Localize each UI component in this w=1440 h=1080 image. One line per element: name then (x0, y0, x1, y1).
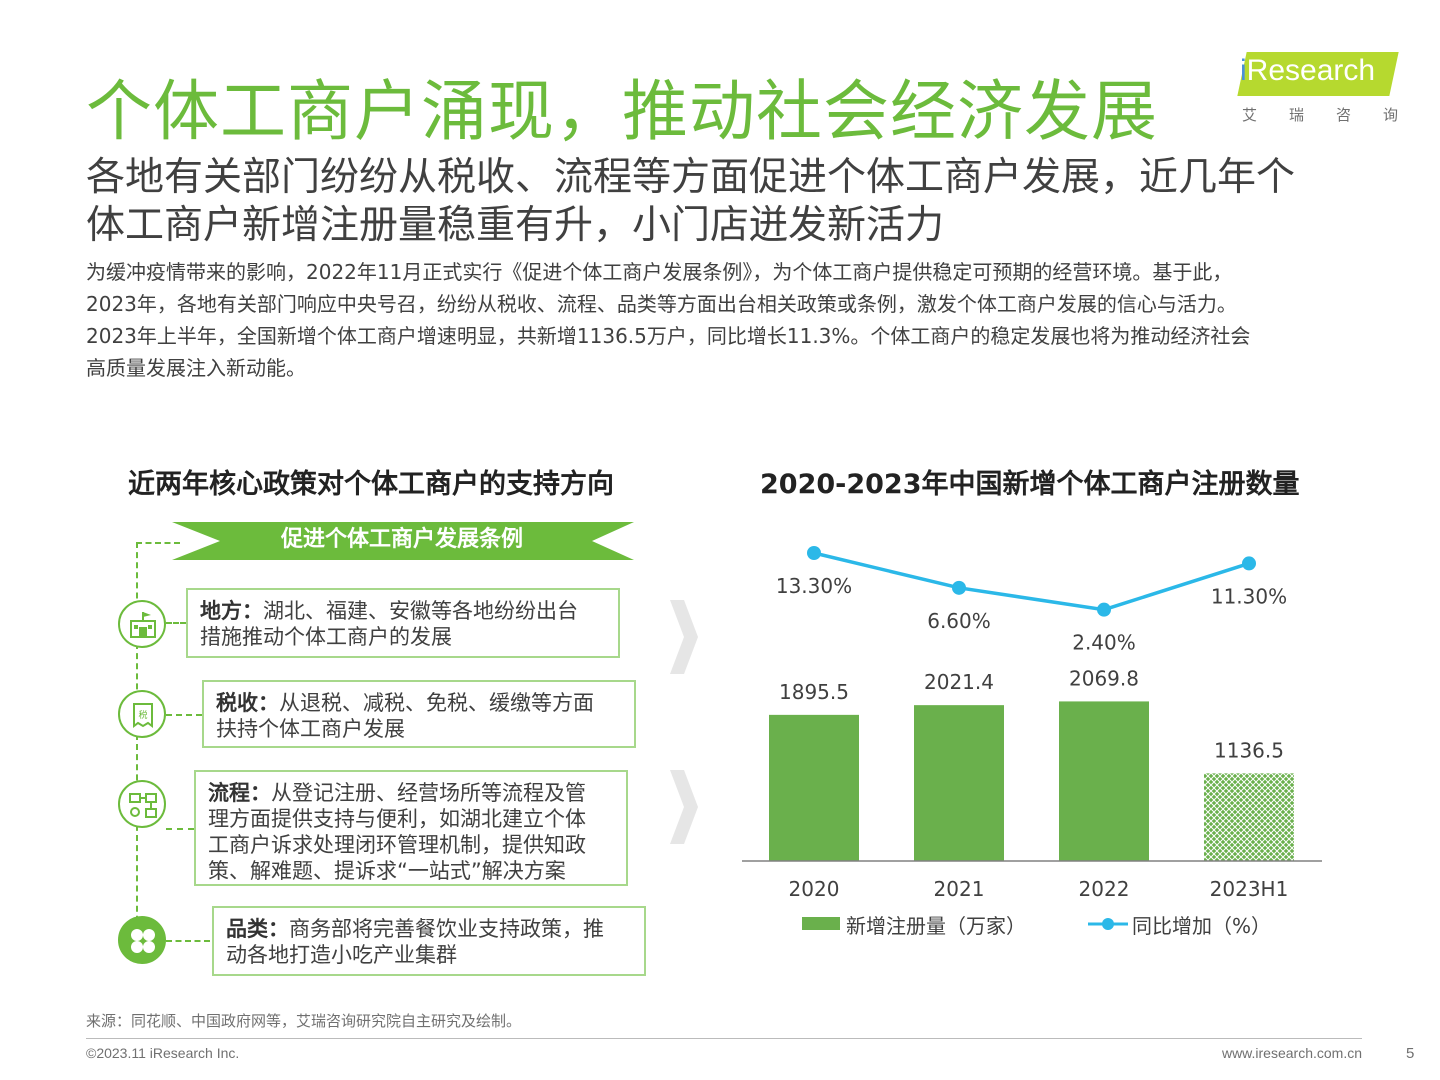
legend-swatches (802, 917, 1128, 930)
x-tick-label: 2022 (1079, 877, 1130, 901)
bar-value-label: 1136.5 (1214, 738, 1284, 762)
logo-sub-char: 咨 (1335, 106, 1351, 124)
yoy-value-label: 6.60% (927, 609, 991, 633)
policy-item-line: 品类：商务部将完善餐饮业支持政策，推 (226, 916, 632, 942)
banner-label: 促进个体工商户发展条例 (280, 527, 523, 552)
connector-dash (166, 622, 186, 624)
logo-prefix: i (1240, 54, 1247, 87)
yoy-line (813, 551, 1250, 612)
policy-item-line: 扶持个体工商户发展 (216, 717, 405, 741)
connector-dash (136, 542, 180, 544)
iresearch-logo: iResearch 艾 瑞 咨 询 (1236, 46, 1400, 126)
category-grid-icon (118, 916, 166, 964)
policy-item-line: 策、解难题、提诉求“一站式”解决方案 (208, 859, 566, 883)
bar-value-label: 2021.4 (924, 670, 994, 694)
bar-layer (769, 701, 1294, 861)
body-paragraph: 为缓冲疫情带来的影响，2022年11月正式实行《促进个体工商户发展条例》，为个体… (86, 256, 1376, 384)
body-line: 2023年，各地有关部门响应中央号召，纷纷从税收、流程、品类等方面出台相关政策或… (86, 292, 1237, 316)
process-flow-icon (118, 780, 166, 828)
policy-item-line: 税收：从退税、减税、免税、缓缴等方面 (216, 690, 622, 716)
subtitle-line: 体工商户新增注册量稳重有升，小门店迸发新活力 (86, 203, 945, 248)
policy-item-line: 理方面提供支持与便利，如湖北建立个体 (208, 807, 586, 831)
body-line: 2023年上半年，全国新增个体工商户增速明显，共新增1136.5万户，同比增长1… (86, 324, 1251, 348)
page-number: 5 (1406, 1045, 1415, 1062)
ribbon-shape (172, 522, 634, 560)
policy-item-text: 商务部将完善餐饮业支持政策，推 (289, 917, 604, 941)
logo-sub-char: 艾 (1242, 106, 1258, 124)
policy-item-line: 措施推动个体工商户的发展 (200, 625, 452, 649)
label-layer: 1895.5 2020 2021.4 2021 2069.8 2022 1136.5 2023… (776, 574, 1288, 901)
registration-chart: 1895.5 2020 2021.4 2021 2069.8 2022 1136.5 2023… (742, 546, 1322, 901)
policy-item-label: 地方： (200, 599, 263, 623)
tax-receipt-icon: 税 (118, 690, 166, 738)
svg-text:税: 税 (138, 709, 147, 721)
policy-item-text: 从退税、减税、免税、缓缴等方面 (279, 691, 594, 715)
yoy-point-2022 (1097, 602, 1111, 617)
source-note: 来源：同花顺、中国政府网等，艾瑞咨询研究院自主研究及绘制。 (86, 1012, 522, 1030)
page-title: 个体工商户涌现，推动社会经济发展 (86, 73, 1158, 150)
bar-2021 (914, 705, 1004, 861)
bar-value-label: 2069.8 (1069, 666, 1139, 690)
policy-item-line: 动各地打造小吃产业集群 (226, 943, 457, 967)
policy-item-category: 品类：商务部将完善餐饮业支持政策，推 动各地打造小吃产业集群 (212, 906, 646, 976)
policy-heading: 近两年核心政策对个体工商户的支持方向 (128, 469, 614, 500)
body-line: 高质量发展注入新动能。 (86, 356, 306, 380)
policy-item-local: 地方：湖北、福建、安徽等各地纷纷出台 措施推动个体工商户的发展 (186, 588, 620, 658)
policy-banner: 促进个体工商户发展条例 (172, 520, 634, 562)
policy-item-process: 流程：从登记注册、经营场所等流程及管 理方面提供支持与便利，如湖北建立个体 工商… (194, 770, 628, 886)
legend-line-label: 同比增加（%） (1132, 914, 1272, 938)
policy-item-label: 流程： (208, 781, 271, 805)
yoy-value-label: 13.30% (776, 574, 852, 598)
connector-dash (166, 828, 194, 830)
logo-brand: Research (1246, 54, 1376, 87)
policy-item-tax: 税收：从退税、减税、免税、缓缴等方面 扶持个体工商户发展 (202, 680, 636, 748)
page-subtitle: 各地有关部门纷纷从税收、流程等方面促进个体工商户发展，近几年个 体工商户新增注册… (86, 154, 1366, 250)
logo-sub-char: 询 (1382, 106, 1398, 124)
logo-wordmark: iResearch (1240, 54, 1375, 88)
logo-subtitle: 艾 瑞 咨 询 (1242, 104, 1398, 125)
policy-item-line: 流程：从登记注册、经营场所等流程及管 (208, 780, 614, 806)
chevron-right-icon (670, 770, 698, 844)
bar-value-label: 1895.5 (779, 680, 849, 704)
logo-sub-char: 瑞 (1288, 106, 1304, 124)
policy-item-line: 工商户诉求处理闭环管理机制，提供知政 (208, 833, 586, 857)
policy-item-line: 地方：湖北、福建、安徽等各地纷纷出台 (200, 598, 606, 624)
bar-2020 (769, 714, 859, 861)
policy-item-text: 湖北、福建、安徽等各地纷纷出台 (263, 599, 578, 623)
yoy-value-label: 11.30% (1211, 584, 1287, 608)
yoy-line-layer (807, 546, 1256, 617)
government-building-icon (118, 600, 166, 648)
yoy-value-label: 2.40% (1072, 631, 1136, 655)
policy-item-text: 从登记注册、经营场所等流程及管 (271, 781, 586, 805)
legend-bar-swatch (802, 917, 840, 930)
x-tick-label: 2023H1 (1210, 877, 1289, 901)
connector-dash (166, 940, 210, 942)
chevron-right-icon (670, 600, 698, 674)
x-tick-label: 2020 (789, 877, 840, 901)
connector-dash (166, 714, 202, 716)
yoy-point-2020 (807, 546, 821, 560)
bar-2023H1 (1204, 773, 1294, 861)
copyright: ©2023.11 iResearch Inc. (86, 1045, 240, 1061)
body-line: 为缓冲疫情带来的影响，2022年11月正式实行《促进个体工商户发展条例》，为个体… (86, 260, 1233, 284)
subtitle-line: 各地有关部门纷纷从税收、流程等方面促进个体工商户发展，近几年个 (86, 155, 1296, 200)
timeline-connector (136, 542, 138, 942)
policy-item-label: 品类： (226, 917, 289, 941)
legend-bar-label: 新增注册量（万家） (846, 914, 1026, 938)
x-tick-label: 2021 (934, 877, 985, 901)
policy-item-label: 税收： (216, 691, 279, 715)
yoy-point-2023H1 (1242, 556, 1256, 571)
yoy-point-2021 (952, 580, 966, 595)
website-link[interactable]: www.iresearch.com.cn (1221, 1045, 1362, 1061)
legend-line-marker (1102, 918, 1114, 930)
chart-heading: 2020-2023年中国新增个体工商户注册数量 (760, 469, 1300, 500)
chart-legend: 新增注册量（万家） 同比增加（%） (802, 908, 1322, 940)
footer-divider (86, 1038, 1362, 1039)
bar-2022 (1059, 701, 1149, 861)
